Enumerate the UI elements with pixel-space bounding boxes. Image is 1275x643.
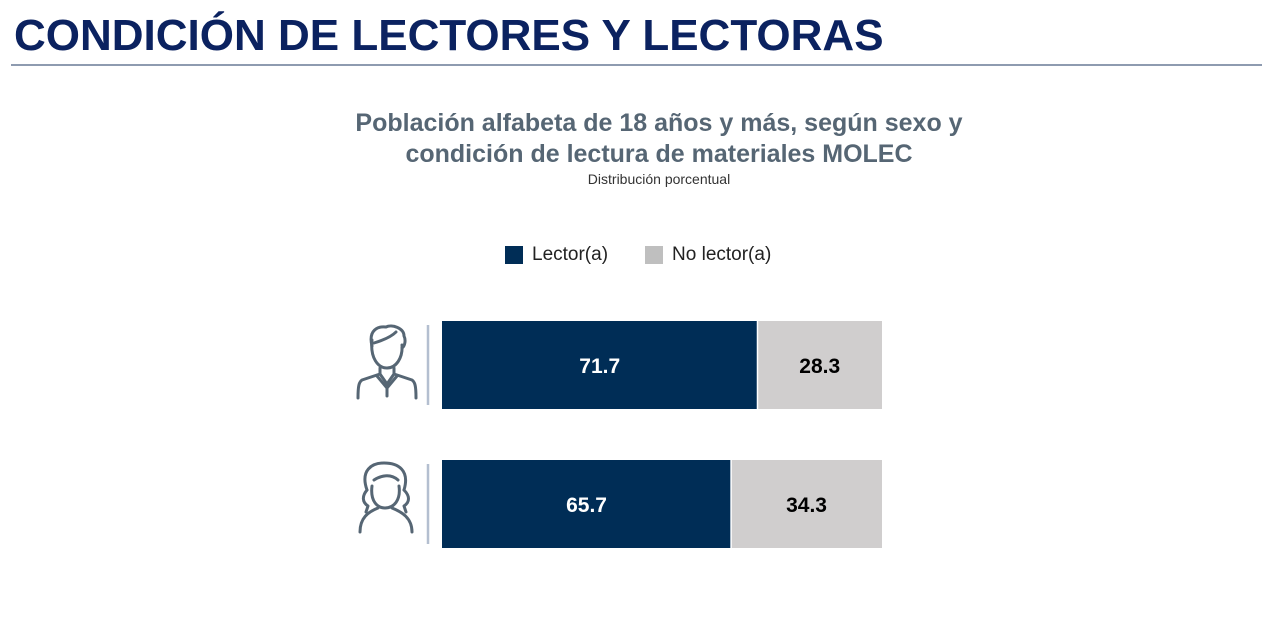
legend-item-lector: Lector(a) xyxy=(505,244,608,266)
chart-title: Población alfabeta de 18 años y más, seg… xyxy=(0,108,1275,170)
legend-swatch-lector xyxy=(505,246,523,264)
chart-subtitle: Distribución porcentual xyxy=(587,171,731,187)
data-label-lector-men: 71.7 xyxy=(579,355,620,378)
chart-legend: Lector(a) No lector(a) xyxy=(505,244,808,266)
bar-lector-women xyxy=(442,460,732,548)
man-icon xyxy=(356,324,418,400)
bar-no-lector-women xyxy=(731,460,882,548)
data-label-no-lector-women: 34.3 xyxy=(786,494,827,517)
title-divider xyxy=(11,64,1262,66)
data-label-no-lector-men: 28.3 xyxy=(799,355,840,378)
data-label-lector-women: 65.7 xyxy=(566,494,607,517)
bar-no-lector-men xyxy=(757,321,882,409)
legend-label-no-lector: No lector(a) xyxy=(672,244,772,265)
chart-title-line-2: condición de lectura de materiales MOLEC xyxy=(405,140,913,168)
woman-icon xyxy=(358,461,414,534)
chart-title-line-1: Población alfabeta de 18 años y más, seg… xyxy=(355,109,963,137)
legend-item-no-lector: No lector(a) xyxy=(645,244,771,266)
bar-lector-men xyxy=(442,321,758,409)
legend-swatch-no-lector xyxy=(645,246,664,264)
page-title: CONDICIÓN DE LECTORES Y LECTORAS xyxy=(14,11,884,60)
legend-label-lector: Lector(a) xyxy=(532,244,609,265)
